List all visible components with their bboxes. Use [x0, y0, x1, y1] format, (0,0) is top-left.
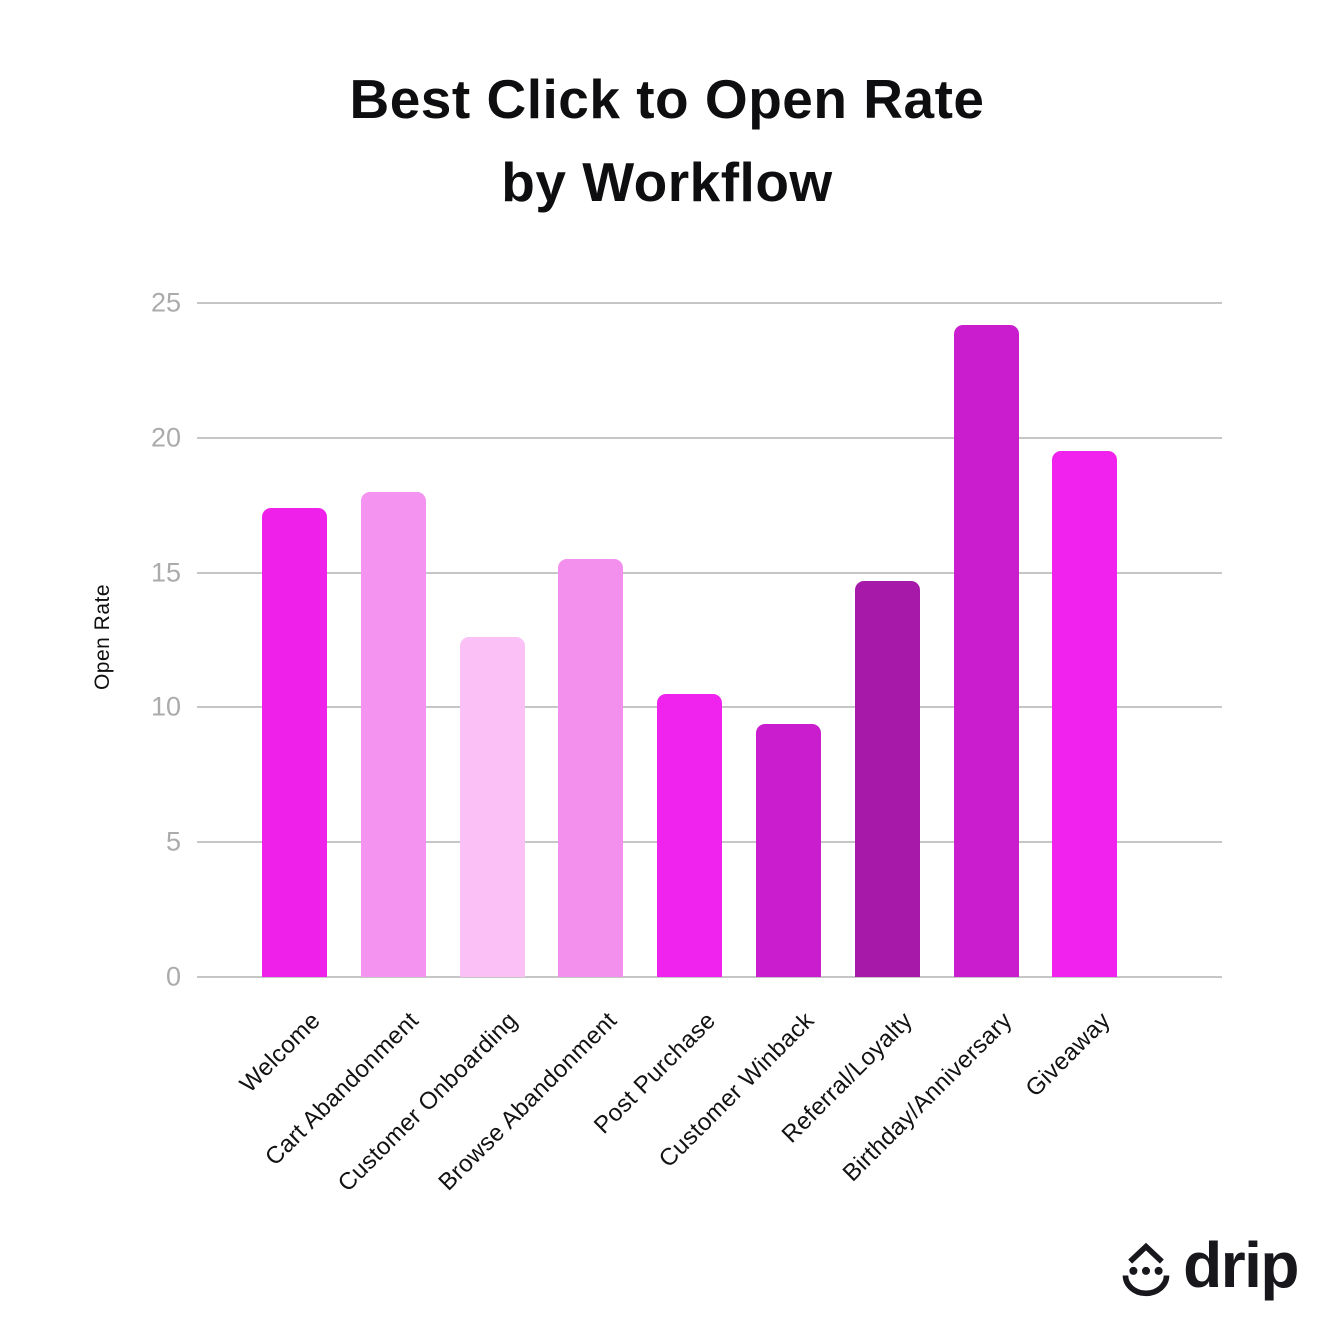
gridline: 15: [151, 557, 1222, 587]
drip-droplet-face-icon: [1122, 1242, 1170, 1297]
bar: [262, 507, 327, 977]
y-axis-title: Open Rate: [91, 583, 114, 691]
y-tick-label: 10: [150, 691, 181, 722]
x-axis-label: Customer Onboarding: [333, 1007, 524, 1198]
gridline: 25: [151, 288, 1222, 318]
drip-logo: drip: [1118, 1229, 1299, 1301]
chart-title-line-2: by Workflow: [501, 150, 833, 213]
gridline: 0: [166, 962, 1222, 992]
x-axis-label: Welcome: [234, 1007, 326, 1098]
y-tick-label: 20: [150, 422, 181, 453]
x-axis-label: Birthday/Anniversary: [837, 1007, 1018, 1187]
bar: [953, 324, 1019, 977]
bar: [558, 559, 624, 977]
y-tick-label: 15: [150, 557, 181, 588]
bar: [1052, 451, 1118, 977]
bar: [854, 580, 920, 977]
drip-wordmark: drip: [1183, 1229, 1299, 1301]
chart-title: Best Click to Open Rate by Workflow: [0, 58, 1334, 223]
y-tick-label: 5: [165, 826, 181, 857]
plot-area: 0 5 10 15 20 25 Welcome Cart Abandonment Custome…: [151, 288, 1222, 1197]
chart-title-line-1: Best Click to Open Rate: [349, 68, 985, 130]
bar: [360, 491, 426, 977]
x-axis-label: Giveaway: [1020, 1007, 1116, 1103]
gridline: 20: [151, 422, 1222, 452]
bar: [657, 693, 723, 977]
bar: [756, 723, 821, 977]
y-tick-label: 25: [150, 287, 181, 318]
y-tick-label: 0: [165, 961, 181, 992]
bar: [459, 637, 525, 977]
x-axis-label: Browse Abandonment: [433, 1007, 622, 1196]
